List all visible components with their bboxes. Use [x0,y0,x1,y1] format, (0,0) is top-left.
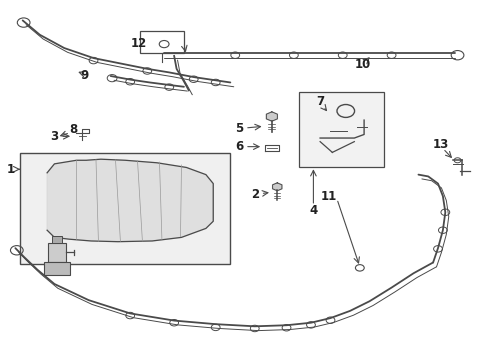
Bar [44,262,70,275]
Text: 13: 13 [432,138,448,151]
Text: 9: 9 [81,69,89,82]
Bar [52,236,62,243]
Polygon shape [47,159,213,242]
Polygon shape [272,183,282,191]
Text: 10: 10 [355,58,371,71]
Text: 6: 6 [235,140,243,153]
Polygon shape [267,112,277,121]
Bar [20,153,230,264]
Text: 8: 8 [69,123,77,136]
Text: 4: 4 [309,204,318,217]
Text: 3: 3 [50,130,58,143]
Text: 1: 1 [6,163,15,176]
Text: 7: 7 [317,95,325,108]
Text: 12: 12 [130,37,147,50]
Bar [299,92,384,167]
Text: 2: 2 [251,188,259,201]
Text: 5: 5 [235,122,243,135]
Text: 11: 11 [321,190,337,203]
Bar [48,243,66,262]
Bar [140,31,184,53]
